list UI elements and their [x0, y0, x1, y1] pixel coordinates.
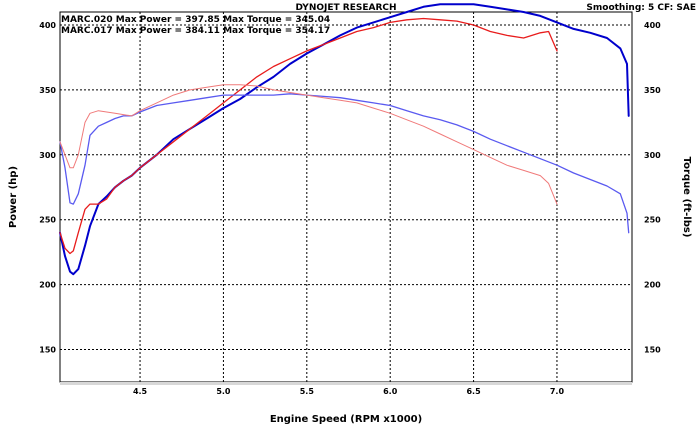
x-axis-title: Engine Speed (RPM x1000)	[270, 414, 422, 425]
legend-entry-2: MARC.017 Max Power = 384.11 Max Torque =…	[61, 26, 330, 36]
grid	[60, 12, 632, 382]
x-tick-label: 5.5	[300, 387, 315, 396]
y-tick-label-right: 300	[644, 151, 661, 160]
x-tick-label: 6.5	[466, 387, 481, 396]
y-tick-label-left: 400	[39, 21, 56, 30]
plot-area	[59, 11, 633, 383]
y-tick-label-right: 150	[644, 346, 661, 355]
y-tick-label-left: 250	[39, 216, 56, 225]
series-layer	[59, 3, 630, 276]
y-axis-title-left: Power (hp)	[8, 166, 19, 228]
x-tick-label: 6.0	[383, 387, 398, 396]
x-tick-label: 7.0	[550, 387, 565, 396]
series-line-4	[59, 84, 558, 205]
smoothing-label: Smoothing: 5 CF: SAE	[586, 3, 696, 13]
ticks-layer: 4.5 5.0 5.5 6.0 6.5 7.0 400 400 350 350 300 300 250 2…	[39, 21, 661, 396]
series-line-3	[59, 93, 630, 234]
legend-entry-1: MARC.020 Max Power = 397.85 Max Torque =…	[61, 15, 330, 25]
y-tick-label-right: 250	[644, 216, 661, 225]
y-tick-label-right: 200	[644, 281, 661, 290]
x-tick-label: 4.5	[133, 387, 148, 396]
bottom-frame-shadow	[60, 382, 632, 385]
y-tick-label-right: 350	[644, 86, 661, 95]
y-tick-label-right: 400	[644, 21, 661, 30]
y-axis-title-right: Torque (ft-lbs)	[681, 157, 692, 238]
y-tick-label-left: 300	[39, 151, 56, 160]
y-tick-label-left: 150	[39, 346, 56, 355]
chart-title: DYNOJET RESEARCH	[295, 3, 396, 13]
x-tick-label: 5.0	[216, 387, 231, 396]
series-line-2	[59, 17, 558, 255]
y-tick-label-left: 350	[39, 86, 56, 95]
y-tick-label-left: 200	[39, 281, 56, 290]
